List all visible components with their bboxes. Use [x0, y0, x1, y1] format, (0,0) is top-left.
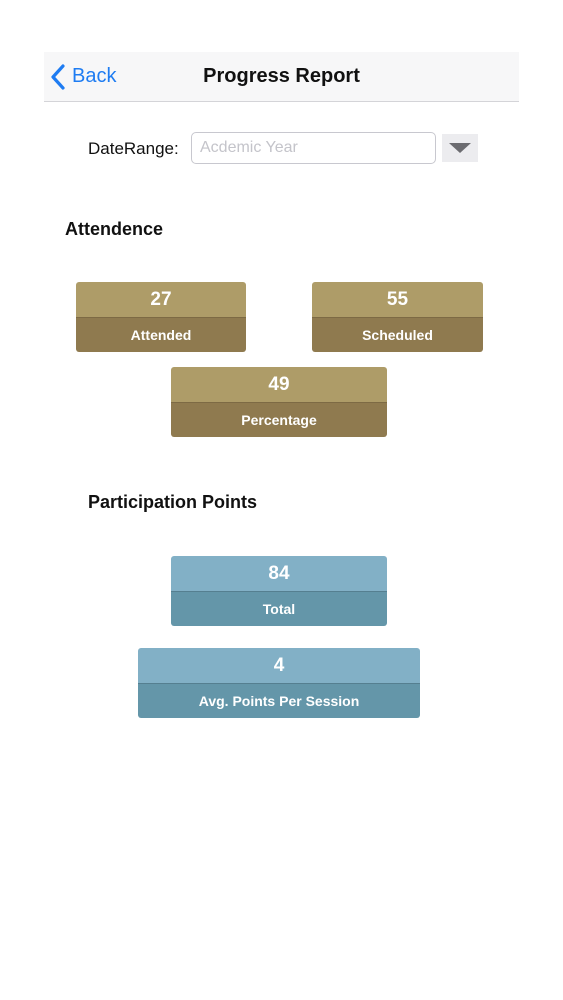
avg-points-label: Avg. Points Per Session	[138, 683, 420, 718]
scheduled-card: 55 Scheduled	[312, 282, 483, 352]
back-button[interactable]: Back	[50, 52, 116, 101]
attendance-section-title: Attendence	[65, 219, 164, 239]
date-range-dropdown-button[interactable]	[442, 134, 478, 162]
triangle-down-icon	[449, 143, 471, 153]
percentage-card: 49 Percentage	[171, 367, 387, 437]
avg-points-card: 4 Avg. Points Per Session	[138, 648, 420, 718]
scheduled-label: Scheduled	[312, 317, 483, 352]
attended-value: 27	[76, 282, 246, 317]
total-points-value: 84	[171, 556, 387, 591]
avg-points-value: 4	[138, 648, 420, 683]
attended-card: 27 Attended	[76, 282, 246, 352]
percentage-value: 49	[171, 367, 387, 402]
chevron-left-icon	[51, 63, 65, 90]
participation-section-title: Participation Points	[88, 492, 258, 512]
attended-label: Attended	[76, 317, 246, 352]
total-points-card: 84 Total	[171, 556, 387, 626]
scheduled-value: 55	[312, 282, 483, 317]
total-points-label: Total	[171, 591, 387, 626]
date-range-input[interactable]	[191, 132, 436, 164]
percentage-label: Percentage	[171, 402, 387, 437]
back-label: Back	[72, 65, 117, 87]
navigation-bar: Back Progress Report	[44, 52, 519, 102]
date-range-label: DateRange:	[88, 139, 179, 158]
